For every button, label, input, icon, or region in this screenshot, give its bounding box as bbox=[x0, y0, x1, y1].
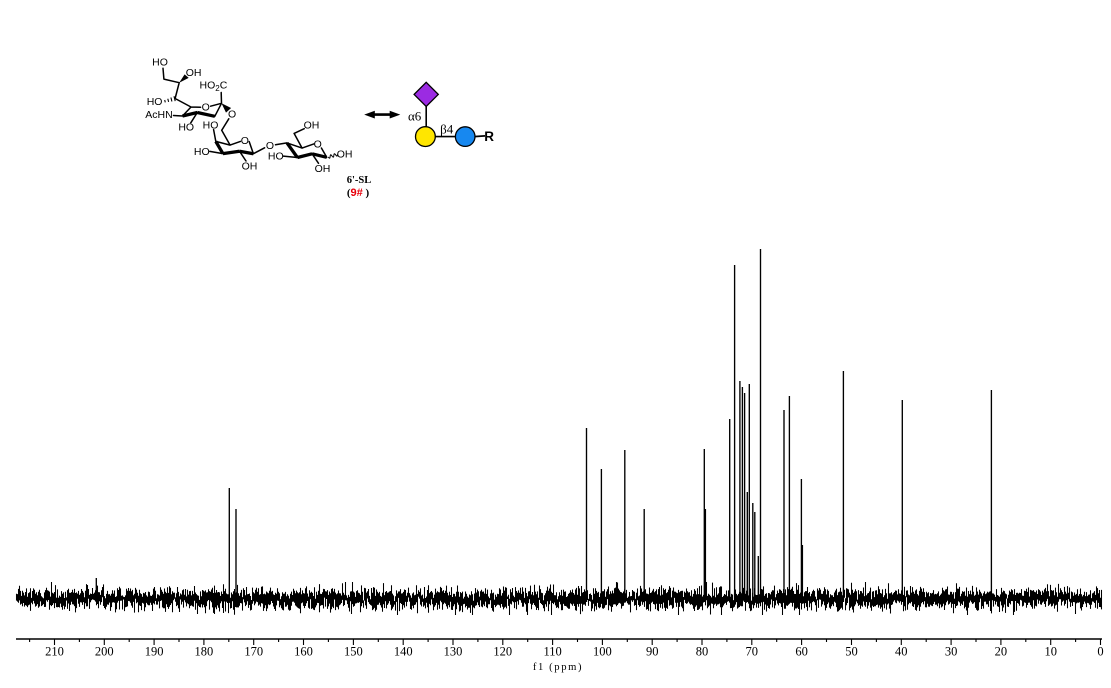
svg-text:150: 150 bbox=[344, 645, 363, 659]
svg-text:10: 10 bbox=[1044, 645, 1057, 659]
svg-text:20: 20 bbox=[995, 645, 1008, 659]
svg-text:HO: HO bbox=[178, 121, 194, 133]
svg-text:OH: OH bbox=[304, 120, 320, 132]
svg-text:HO: HO bbox=[152, 56, 168, 68]
svg-text:40: 40 bbox=[895, 645, 908, 659]
svg-text:160: 160 bbox=[294, 645, 313, 659]
svg-text:HO2C: HO2C bbox=[200, 80, 228, 93]
svg-text:α6: α6 bbox=[408, 108, 422, 123]
svg-text:OH: OH bbox=[186, 67, 202, 79]
svg-text:OH: OH bbox=[242, 160, 258, 172]
svg-text:140: 140 bbox=[394, 645, 413, 659]
svg-text:210: 210 bbox=[45, 645, 64, 659]
svg-text:100: 100 bbox=[593, 645, 612, 659]
svg-text:f1 (ppm): f1 (ppm) bbox=[533, 662, 583, 673]
svg-text:(9# ): (9# ) bbox=[347, 187, 370, 199]
svg-text:0: 0 bbox=[1097, 645, 1103, 659]
svg-text:180: 180 bbox=[195, 645, 214, 659]
svg-text:200: 200 bbox=[95, 645, 114, 659]
svg-text:110: 110 bbox=[543, 645, 561, 659]
svg-text:70: 70 bbox=[746, 645, 759, 659]
svg-text:R: R bbox=[484, 129, 494, 144]
svg-text:90: 90 bbox=[646, 645, 659, 659]
svg-text:HO: HO bbox=[268, 151, 284, 163]
svg-text:30: 30 bbox=[945, 645, 958, 659]
svg-text:HO: HO bbox=[147, 96, 163, 108]
svg-text:130: 130 bbox=[444, 645, 463, 659]
svg-text:50: 50 bbox=[845, 645, 858, 659]
svg-text:O: O bbox=[228, 108, 236, 120]
svg-text:AcHN: AcHN bbox=[145, 109, 172, 121]
svg-text:O: O bbox=[241, 135, 249, 147]
svg-text:O: O bbox=[202, 102, 210, 114]
svg-text:β4: β4 bbox=[440, 122, 454, 137]
svg-text:80: 80 bbox=[696, 645, 709, 659]
svg-text:OH: OH bbox=[315, 163, 331, 175]
svg-text:6'-SL: 6'-SL bbox=[347, 175, 372, 186]
svg-text:60: 60 bbox=[795, 645, 808, 659]
svg-text:OH: OH bbox=[337, 149, 353, 161]
svg-text:O: O bbox=[266, 140, 274, 152]
svg-text:HO: HO bbox=[203, 119, 219, 131]
svg-text:O: O bbox=[314, 139, 322, 151]
svg-text:170: 170 bbox=[244, 645, 263, 659]
svg-text:120: 120 bbox=[493, 645, 512, 659]
svg-text:190: 190 bbox=[145, 645, 164, 659]
svg-text:HO: HO bbox=[194, 146, 210, 158]
